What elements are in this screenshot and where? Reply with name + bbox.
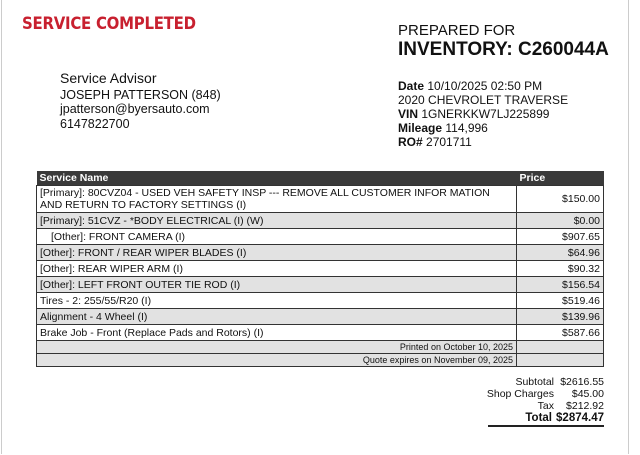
table-row: [Other]: LEFT FRONT OUTER TIE ROD (I) $15…	[36, 276, 604, 293]
service-price: $0.00	[516, 212, 604, 229]
vehicle-model: 2020 CHEVROLET TRAVERSE	[398, 93, 569, 107]
service-price: $150.00	[516, 185, 604, 213]
service-advisor: Service Advisor JOSEPH PATTERSON (848) j…	[60, 71, 221, 131]
subtotal-label: Subtotal	[515, 376, 554, 388]
expires-row: Quote expires on November 09, 2025	[36, 353, 604, 367]
service-price: $587.66	[516, 324, 604, 341]
table-row: [Other]: FRONT / REAR WIPER BLADES (I) $6…	[36, 244, 604, 261]
service-name: Alignment - 4 Wheel (I)	[36, 308, 517, 325]
tax-value: $212.92	[566, 400, 604, 412]
shop-charges-value: $45.00	[571, 388, 604, 400]
prepared-for-label: PREPARED FOR	[398, 22, 516, 39]
service-price: $64.96	[516, 244, 604, 261]
total-value: $2874.47	[556, 412, 604, 424]
service-name: [Primary]: 51CVZ - *BODY ELECTRICAL (I) …	[36, 212, 517, 229]
service-name: [Other]: REAR WIPER ARM (I)	[36, 260, 517, 277]
ro-value: 2701711	[426, 135, 472, 149]
date-label: Date	[398, 79, 425, 93]
vehicle-info: Date 10/10/2025 02:50 PM 2020 CHEVROLET …	[398, 79, 568, 149]
table-row: Brake Job - Front (Replace Pads and Roto…	[36, 324, 604, 341]
printed-row: Printed on October 10, 2025	[36, 340, 604, 354]
service-price: $90.32	[516, 260, 604, 277]
status-title: SERVICE COMPLETED	[22, 14, 196, 34]
mileage-value: 114,996	[445, 121, 488, 135]
advisor-email: jpatterson@byersauto.com	[60, 102, 210, 116]
column-header-price: Price	[516, 171, 604, 186]
table-row: [Other]: FRONT CAMERA (I) $907.65	[36, 228, 604, 245]
advisor-heading: Service Advisor	[60, 70, 157, 86]
total-label: Total	[525, 412, 552, 424]
mileage-label: Mileage	[398, 121, 443, 135]
column-header-service: Service Name	[36, 171, 517, 186]
service-name: [Other]: LEFT FRONT OUTER TIE ROD (I)	[36, 276, 517, 293]
totals: Subtotal $2616.55 Shop Charges $45.00 Tax $…	[480, 376, 604, 427]
date-value: 10/10/2025 02:50 PM	[427, 79, 543, 93]
printed-date: Printed on October 10, 2025	[36, 340, 517, 354]
services-table: Service Name Price [Primary]: 80CVZ04 - …	[36, 171, 604, 367]
subtotal-value: $2616.55	[560, 376, 604, 388]
vin-label: VIN	[398, 107, 419, 121]
table-row: Tires - 2: 255/55/R20 (I) $519.46	[36, 292, 604, 309]
service-name: [Other]: FRONT / REAR WIPER BLADES (I)	[36, 244, 517, 261]
quote-expiry: Quote expires on November 09, 2025	[36, 353, 517, 367]
service-price: $519.46	[516, 292, 604, 309]
advisor-name: JOSEPH PATTERSON (848)	[60, 87, 221, 102]
service-price: $139.96	[516, 308, 604, 325]
table-row: [Other]: REAR WIPER ARM (I) $90.32	[36, 260, 604, 277]
page-frame	[1, 0, 629, 454]
vin-value: 1GNERKKW7LJ225899	[421, 107, 550, 121]
service-price: $907.65	[516, 228, 604, 245]
service-name: Tires - 2: 255/55/R20 (I)	[36, 292, 517, 309]
shop-charges-label: Shop Charges	[486, 388, 554, 400]
inventory-number: INVENTORY: C260044A	[398, 39, 609, 60]
tax-label: Tax	[537, 400, 554, 412]
ro-label: RO#	[398, 135, 423, 149]
service-name: Brake Job - Front (Replace Pads and Roto…	[36, 324, 517, 341]
table-row: Alignment - 4 Wheel (I) $139.96	[36, 308, 604, 325]
table-row: [Primary]: 80CVZ04 - USED VEH SAFETY INS…	[36, 185, 604, 213]
advisor-phone: 6147822700	[60, 116, 130, 131]
service-price: $156.54	[516, 276, 604, 293]
service-name: [Primary]: 80CVZ04 - USED VEH SAFETY INS…	[36, 185, 517, 213]
service-name: [Other]: FRONT CAMERA (I)	[36, 228, 517, 245]
table-row: [Primary]: 51CVZ - *BODY ELECTRICAL (I) …	[36, 212, 604, 229]
